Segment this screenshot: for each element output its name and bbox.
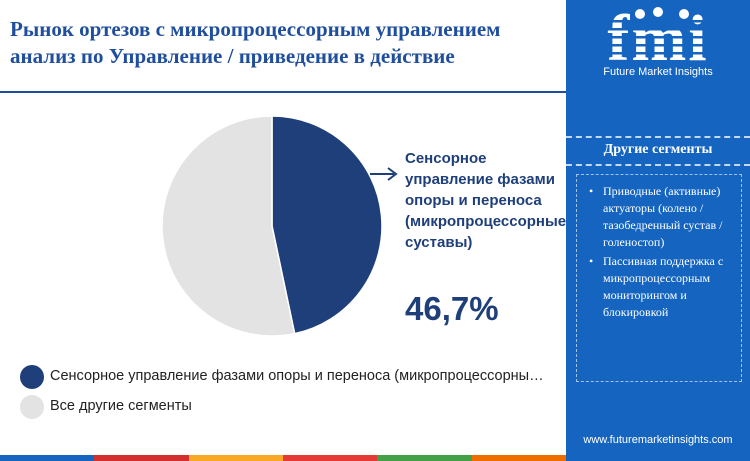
pie-chart (161, 115, 383, 337)
bottom-color-bar (0, 455, 566, 461)
globe-icon-2 (653, 7, 663, 17)
callout-value: 46,7% (405, 290, 499, 327)
other-segments-title: Другие сегменты (603, 142, 713, 157)
other-segment-item: Приводные (активные) актуаторы (колено /… (585, 183, 733, 251)
page-title-line-1: Рынок ортезов с микропроцессорным управл… (10, 17, 501, 41)
legend-label: Все другие сегменты (50, 398, 192, 414)
website-url[interactable]: www.futuremarketinsights.com (583, 434, 733, 446)
bottom-bar-segment (377, 455, 472, 461)
other-segments-box: Приводные (активные) актуаторы (колено /… (576, 174, 742, 382)
legend-swatch (20, 365, 44, 389)
pie-slice-1 (161, 115, 296, 337)
legend-swatch (20, 395, 44, 419)
bottom-bar-segment (188, 455, 283, 461)
globe-icon-3 (679, 9, 689, 19)
other-segment-item: Пассивная поддержка с микропроцессорным … (585, 253, 733, 321)
legend-label: Сенсорное управление фазами опоры и пере… (50, 368, 550, 384)
page-title: Рынок ортезов с микропроцессорным управл… (10, 16, 570, 70)
chart-legend: Сенсорное управление фазами опоры и пере… (20, 364, 560, 424)
bottom-bar-segment (471, 455, 566, 461)
callout-label: Сенсорное управление фазами опоры и пере… (405, 150, 567, 251)
fmi-logo-text: fmi (607, 6, 708, 75)
pie-slice-0 (271, 115, 383, 335)
title-divider (0, 91, 566, 93)
other-segments-header: Другие сегменты (566, 136, 750, 166)
bottom-bar-segment (94, 455, 189, 461)
logo-stripes-icon (594, 20, 722, 55)
legend-item: Все другие сегменты (20, 394, 560, 420)
callout-arrow-icon (370, 167, 398, 181)
sidebar: fmi Future Market Insights Другие сегмен… (566, 0, 750, 461)
page-title-line-2: анализ по Управление / приведение в дейс… (10, 44, 455, 68)
legend-item: Сенсорное управление фазами опоры и пере… (20, 364, 560, 390)
bottom-bar-segment (0, 455, 95, 461)
fmi-logo: fmi (594, 6, 722, 75)
bottom-bar-segment (282, 455, 378, 461)
brand-name: Future Market Insights (603, 66, 713, 78)
other-segments-list: Приводные (активные) актуаторы (колено /… (585, 183, 733, 323)
globe-icon (635, 9, 645, 19)
